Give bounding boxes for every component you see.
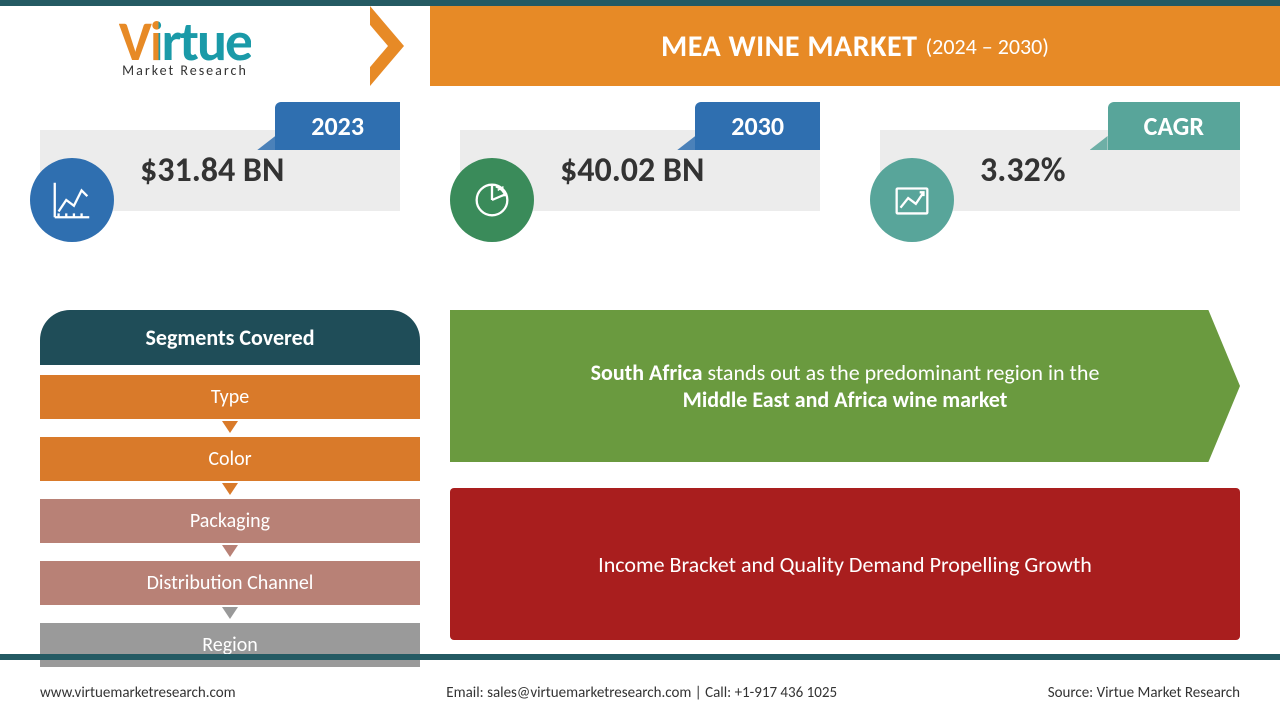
logo-subtext: Market Research (119, 64, 251, 78)
stat-label: 2023 (275, 102, 400, 150)
growth-driver-callout: Income Bracket and Quality Demand Propel… (450, 488, 1240, 640)
segment-item: Distribution Channel (40, 561, 420, 605)
line-chart-icon (30, 158, 114, 242)
virtue-logo: Virtue Market Research (119, 14, 251, 78)
segments-panel: Segments Covered Type Color Packaging Distr… (40, 310, 420, 640)
segment-connector-arrow-icon (40, 545, 420, 561)
segment-item: Region (40, 623, 420, 667)
segment-connector-arrow-icon (40, 421, 420, 437)
stat-label: CAGR (1108, 102, 1240, 150)
segment-item: Packaging (40, 499, 420, 543)
region-highlight-text: South Africa stands out as the predomina… (591, 359, 1100, 413)
growth-icon (870, 158, 954, 242)
segment-item: Type (40, 375, 420, 419)
logo-area: Virtue Market Research (0, 6, 370, 86)
stat-cagr: CAGR 3.32% (880, 130, 1240, 211)
growth-driver-text: Income Bracket and Quality Demand Propel… (598, 551, 1092, 578)
title-years: (2024 – 2030) (926, 33, 1049, 60)
segment-item: Color (40, 437, 420, 481)
region-highlight-callout: South Africa stands out as the predomina… (450, 310, 1240, 462)
footer-website: www.virtuemarketresearch.com (40, 684, 236, 702)
footer: www.virtuemarketresearch.com Email: sale… (0, 666, 1280, 720)
pie-icon (450, 158, 534, 242)
segment-connector-arrow-icon (40, 607, 420, 623)
stats-row: 2023 $31.84 BN 2030 $40.02 BN CAGR 3.32% (40, 130, 1240, 211)
stat-2023: 2023 $31.84 BN (40, 130, 400, 211)
footer-contact: Email: sales@virtuemarketresearch.com | … (236, 684, 1048, 702)
header-chevron (370, 6, 430, 86)
title-main: MEA WINE MARKET (661, 28, 918, 65)
segment-connector-arrow-icon (40, 483, 420, 499)
frame-bottom-border (0, 654, 1280, 660)
stat-label: 2030 (695, 102, 820, 150)
title-bar: MEA WINE MARKET (2024 – 2030) (430, 6, 1280, 86)
footer-source: Source: Virtue Market Research (1048, 684, 1240, 702)
stat-2030: 2030 $40.02 BN (460, 130, 820, 211)
header: Virtue Market Research MEA WINE MARKET (… (0, 6, 1280, 86)
segments-header: Segments Covered (40, 310, 420, 365)
lower-section: Segments Covered Type Color Packaging Distr… (40, 310, 1240, 640)
callouts: South Africa stands out as the predomina… (450, 310, 1240, 640)
